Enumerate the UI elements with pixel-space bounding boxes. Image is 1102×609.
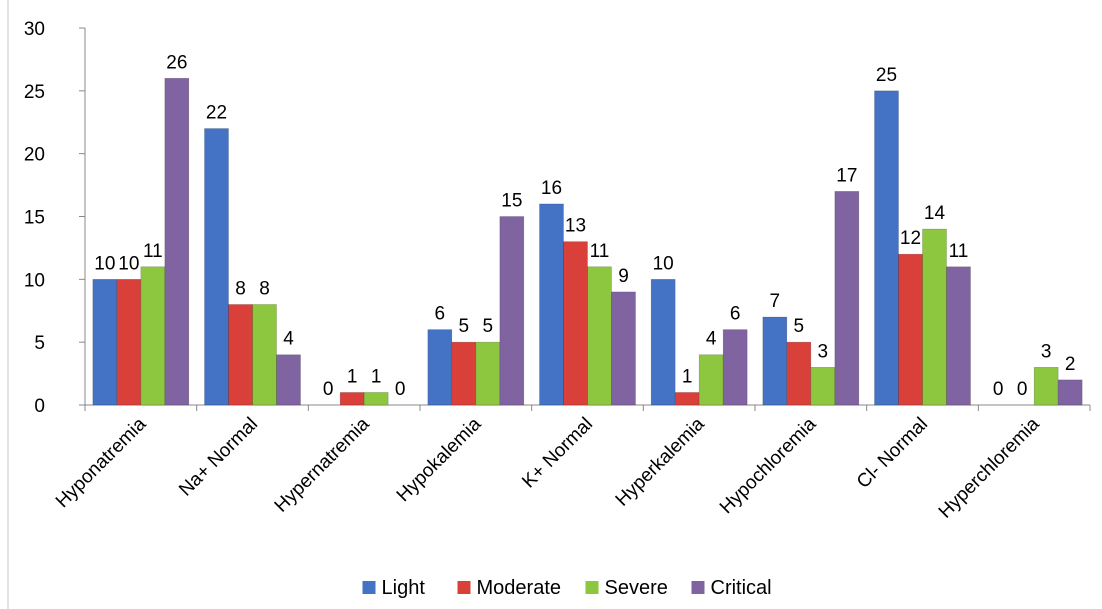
data-label-light-3: 6 [435, 304, 446, 325]
bar-moderate-2 [339, 392, 365, 406]
bar-light-3 [427, 329, 453, 406]
data-label-severe-7: 14 [924, 203, 946, 224]
y-tick-label: 0 [34, 396, 45, 417]
data-label-moderate-2: 1 [347, 366, 358, 387]
legend-swatch-severe [585, 581, 599, 594]
bar-moderate-6 [786, 341, 812, 406]
bar-critical-0 [164, 77, 190, 406]
legend-label-critical: Critical [711, 577, 772, 599]
bar-light-4 [539, 203, 564, 406]
data-label-severe-5: 4 [706, 329, 717, 350]
data-label-critical-0: 26 [166, 52, 187, 73]
bar-light-7 [874, 90, 899, 406]
category-label: Hyponatremia [52, 413, 151, 512]
bar-severe-6 [810, 366, 836, 406]
data-label-light-7: 25 [876, 65, 897, 86]
bar-light-0 [92, 279, 118, 406]
y-tick-label: 20 [24, 145, 45, 166]
data-label-severe-6: 3 [818, 341, 829, 362]
category-label: Hyperchloremia [935, 413, 1044, 522]
bar-severe-5 [698, 354, 724, 406]
data-label-critical-6: 17 [836, 165, 857, 186]
legend-label-moderate: Moderate [477, 577, 562, 599]
data-label-severe-4: 11 [590, 241, 610, 262]
y-tick-label: 30 [24, 19, 45, 40]
data-label-light-6: 7 [770, 291, 781, 312]
data-label-severe-3: 5 [483, 316, 494, 337]
data-label-moderate-4: 13 [565, 216, 586, 237]
bar-moderate-3 [451, 341, 477, 406]
y-tick-label: 5 [34, 333, 45, 354]
legend-swatch-critical [691, 581, 705, 594]
category-label: Hypochloremia [716, 413, 821, 518]
bar-light-1 [204, 128, 229, 406]
data-label-moderate-6: 5 [794, 316, 805, 337]
category-label: Hyperkalemia [612, 413, 709, 510]
data-label-critical-2: 0 [395, 379, 406, 400]
data-label-severe-0: 11 [143, 241, 163, 262]
data-label-severe-8: 3 [1041, 341, 1052, 362]
category-label: Hypernatremia [271, 413, 374, 516]
legend-label-light: Light [382, 577, 426, 599]
data-label-critical-4: 9 [618, 266, 629, 287]
bar-moderate-0 [116, 279, 142, 406]
bar-severe-0 [140, 266, 166, 406]
data-label-light-4: 16 [541, 178, 562, 199]
data-label-light-0: 10 [94, 253, 115, 274]
data-label-moderate-5: 1 [682, 366, 693, 387]
bar-critical-3 [499, 216, 525, 406]
data-label-critical-1: 4 [283, 329, 294, 350]
bar-critical-4 [611, 291, 636, 406]
data-label-moderate-3: 5 [459, 316, 470, 337]
bar-severe-8 [1033, 366, 1059, 406]
data-label-severe-1: 8 [259, 278, 270, 299]
data-label-moderate-7: 12 [900, 228, 921, 249]
legend-swatch-light [362, 581, 376, 594]
category-label: K+ Normal [518, 414, 597, 493]
bar-severe-3 [475, 341, 501, 406]
bar-moderate-1 [228, 304, 253, 406]
data-label-light-2: 0 [323, 379, 334, 400]
data-label-moderate-8: 0 [1017, 379, 1028, 400]
data-label-moderate-0: 10 [118, 253, 139, 274]
bar-severe-4 [587, 266, 612, 406]
bar-critical-6 [834, 191, 860, 406]
data-label-moderate-1: 8 [235, 278, 246, 299]
data-label-light-5: 10 [653, 253, 674, 274]
data-label-severe-2: 1 [371, 366, 382, 387]
bar-critical-7 [946, 266, 971, 406]
category-label: Hypokalemia [393, 413, 486, 506]
bar-critical-8 [1057, 379, 1083, 406]
data-label-critical-3: 15 [501, 191, 522, 212]
bar-severe-7 [922, 228, 947, 406]
legend-swatch-moderate [457, 581, 471, 594]
bar-moderate-4 [563, 241, 588, 406]
data-label-critical-5: 6 [730, 304, 741, 325]
bar-moderate-5 [674, 392, 700, 406]
y-tick-label: 10 [24, 270, 45, 291]
bar-severe-2 [363, 392, 389, 406]
bar-critical-5 [722, 329, 748, 406]
data-label-critical-7: 11 [949, 241, 969, 262]
data-label-light-8: 0 [993, 379, 1004, 400]
bar-light-6 [762, 316, 788, 406]
bar-critical-1 [276, 354, 301, 406]
category-label: Na+ Normal [175, 414, 262, 501]
y-tick-label: 15 [24, 208, 45, 229]
bar-moderate-7 [898, 253, 923, 406]
bar-severe-1 [252, 304, 277, 406]
data-label-light-1: 22 [206, 103, 227, 124]
bar-light-5 [650, 279, 676, 406]
y-tick-label: 25 [24, 82, 45, 103]
category-label: Cl- Normal [853, 414, 932, 493]
data-label-critical-8: 2 [1065, 354, 1076, 375]
legend-label-severe: Severe [605, 577, 668, 599]
